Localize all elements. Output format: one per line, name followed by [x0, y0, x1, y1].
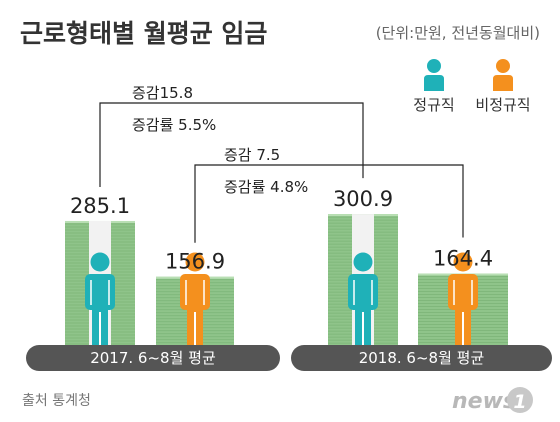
news1-logo: news 1: [452, 387, 533, 414]
person-torso: [85, 274, 115, 310]
legend-label-1: 비정규직: [475, 96, 530, 114]
period-pill-1: 2018. 6~8월 평균: [291, 345, 552, 371]
person-icon-1-1: [448, 252, 478, 345]
legend-person-head-0: [427, 59, 441, 73]
change-brackets: 증감15.8 증감률 5.5% 증감 7.5 증감률 4.8%: [99, 84, 464, 243]
person-head: [90, 252, 110, 272]
legend: 정규직 비정규직: [413, 59, 531, 114]
change-bracket-1: 증감 7.5 증감률 4.8%: [194, 146, 464, 243]
value-label-0-1: 300.9: [333, 187, 393, 211]
person-torso: [180, 274, 210, 310]
person-torso: [348, 274, 378, 310]
person-icon-1-0: [180, 252, 210, 345]
legend-person-body-1: [493, 75, 513, 91]
person-icon-0-0: [85, 252, 115, 345]
news1-logo-text: news: [452, 389, 516, 414]
news1-logo-badge: [507, 387, 533, 413]
change-value-0: 증감15.8: [132, 84, 193, 102]
person-head: [185, 252, 205, 272]
person-head: [453, 252, 473, 272]
person-icon-0-1: [348, 252, 378, 345]
period-pill-bg-0: [26, 345, 280, 371]
person-torso: [448, 274, 478, 310]
bracket-line-1: [194, 164, 464, 243]
legend-item-0: 정규직: [413, 59, 455, 114]
change-rate-1: 증감률 4.8%: [224, 178, 308, 196]
value-label-1-0: 156.9: [165, 250, 225, 274]
bracket-line-0: [99, 102, 364, 187]
value-labels: 285.1 300.9 156.9 164.4: [70, 187, 493, 274]
legend-person-head-1: [496, 59, 510, 73]
change-bracket-0: 증감15.8 증감률 5.5%: [99, 84, 364, 187]
news1-logo-mark: 1: [513, 391, 526, 413]
period-label-1: 2018. 6~8월 평균: [359, 349, 485, 367]
period-label-0: 2017. 6~8월 평균: [90, 349, 216, 367]
value-label-1-1: 164.4: [433, 246, 493, 270]
bars: [65, 214, 508, 345]
unit-note: (단위:만원, 전년동월대비): [376, 24, 540, 42]
period-pill-0: 2017. 6~8월 평균: [26, 345, 280, 371]
chart-title: 근로형태별 월평균 임금: [20, 19, 267, 48]
period-labels: 2017. 6~8월 평균 2018. 6~8월 평균: [26, 345, 552, 371]
person-head: [353, 252, 373, 272]
legend-item-1: 비정규직: [475, 59, 531, 114]
value-label-0-0: 285.1: [70, 194, 130, 218]
period-pill-bg-1: [291, 345, 552, 371]
legend-person-body-0: [424, 75, 444, 91]
change-value-1: 증감 7.5: [224, 146, 280, 164]
change-rate-0: 증감률 5.5%: [132, 116, 216, 134]
legend-label-0: 정규직: [413, 96, 454, 114]
source-note: 출처 통계청: [22, 393, 91, 409]
